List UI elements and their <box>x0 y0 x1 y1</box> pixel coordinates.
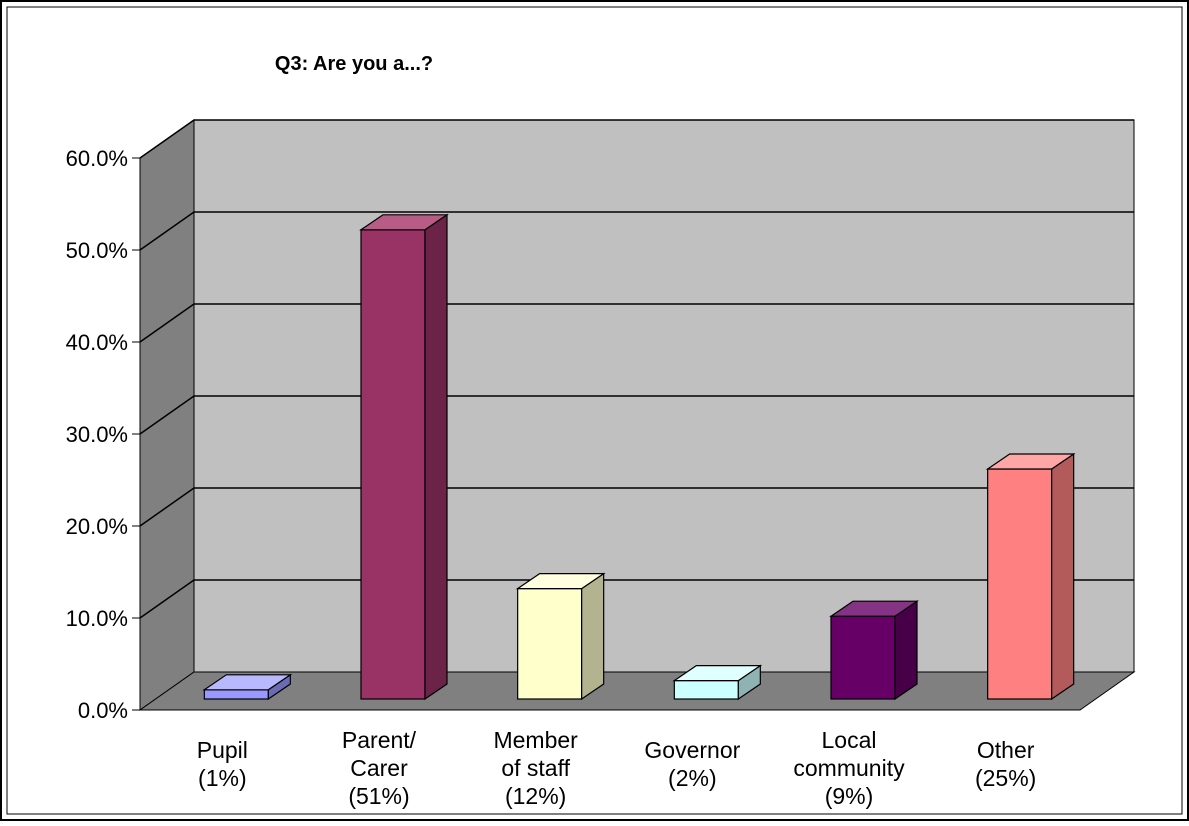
gridline <box>139 303 1134 343</box>
chart-title: Q3: Are you a...? <box>275 53 433 75</box>
gridline <box>139 579 1134 619</box>
bar <box>987 468 1053 700</box>
bar <box>360 229 426 700</box>
bar-top <box>359 214 449 231</box>
y-tick-label: 40.0% <box>66 330 128 355</box>
gridline <box>139 487 1134 527</box>
y-tick-label: 10.0% <box>66 606 128 631</box>
bar-side <box>424 213 448 701</box>
bar-top <box>985 453 1076 470</box>
bar-top <box>515 572 606 590</box>
bar <box>203 689 269 700</box>
chart-inner-border <box>6 6 1183 815</box>
plot-area: 0.0% 10.0% 20.0% 30.0% 40.0% 50.0% 60.0% Pupil(… <box>66 119 1136 809</box>
bar-side <box>1051 452 1075 701</box>
y-tick-label: 0.0% <box>78 698 128 723</box>
bar <box>517 587 583 700</box>
x-tick-label: Governor (2%) <box>644 737 740 791</box>
y-tick-label: 60.0% <box>66 146 128 171</box>
gridline <box>139 395 1134 435</box>
gridline <box>139 211 1134 251</box>
x-tick-label: Parent/Carer (51%) <box>342 727 417 809</box>
bar-top <box>202 674 293 691</box>
bar-side <box>894 600 918 701</box>
bar-side <box>581 572 605 701</box>
bar-top <box>829 600 919 617</box>
y-tick-label: 20.0% <box>66 514 128 539</box>
x-tick-label: Other (25%) <box>975 737 1036 791</box>
y-tick-label: 50.0% <box>66 238 128 263</box>
x-tick-label: Pupil (1%) <box>197 737 248 791</box>
x-tick-label: Member of staff (12%) <box>493 727 578 809</box>
gridline <box>139 119 1134 159</box>
y-tick-label: 30.0% <box>66 422 128 447</box>
bar-top <box>672 664 763 682</box>
x-tick-label: Local community (9%) <box>793 727 905 809</box>
bar <box>673 679 739 700</box>
bar <box>830 615 896 700</box>
